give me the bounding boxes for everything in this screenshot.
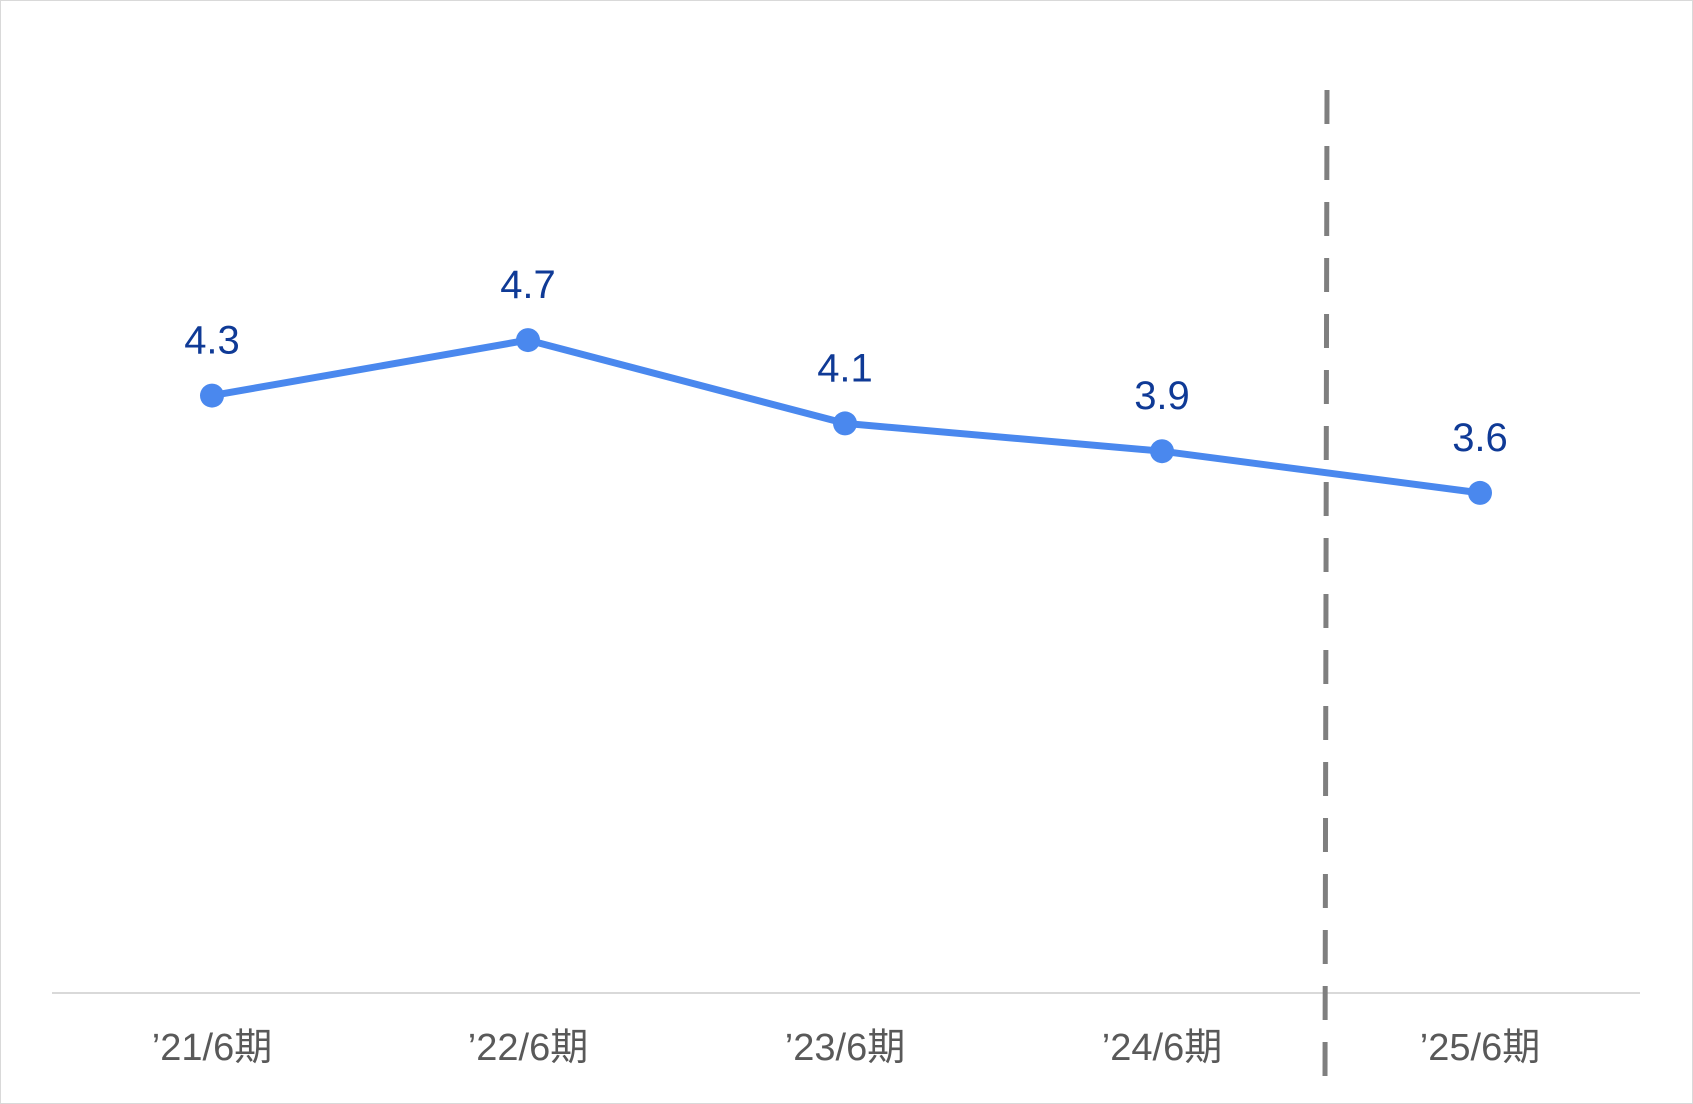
x-tick-label: ’21/6期 (152, 1027, 272, 1069)
x-tick-labels: ’21/6期 ’22/6期 ’23/6期 ’24/6期 ’25/6期 (152, 1027, 1540, 1069)
data-points (200, 328, 1492, 505)
data-label: 3.6 (1452, 416, 1508, 460)
data-label: 4.3 (184, 319, 240, 363)
data-point (516, 328, 540, 353)
x-tick-label: ’23/6期 (785, 1027, 905, 1069)
data-label: 3.9 (1134, 374, 1190, 418)
x-tick-label: ’24/6期 (1102, 1027, 1222, 1069)
data-label: 4.7 (500, 263, 556, 307)
x-tick-label: ’22/6期 (468, 1027, 588, 1069)
data-point (833, 411, 857, 436)
data-point (200, 383, 224, 408)
data-point (1150, 439, 1174, 464)
data-labels: 4.3 4.7 4.1 3.9 3.6 (184, 263, 1508, 460)
data-label: 4.1 (817, 346, 873, 390)
data-point (1468, 480, 1492, 505)
forecast-divider-line (1322, 89, 1330, 1083)
x-tick-label: ’25/6期 (1420, 1027, 1540, 1069)
